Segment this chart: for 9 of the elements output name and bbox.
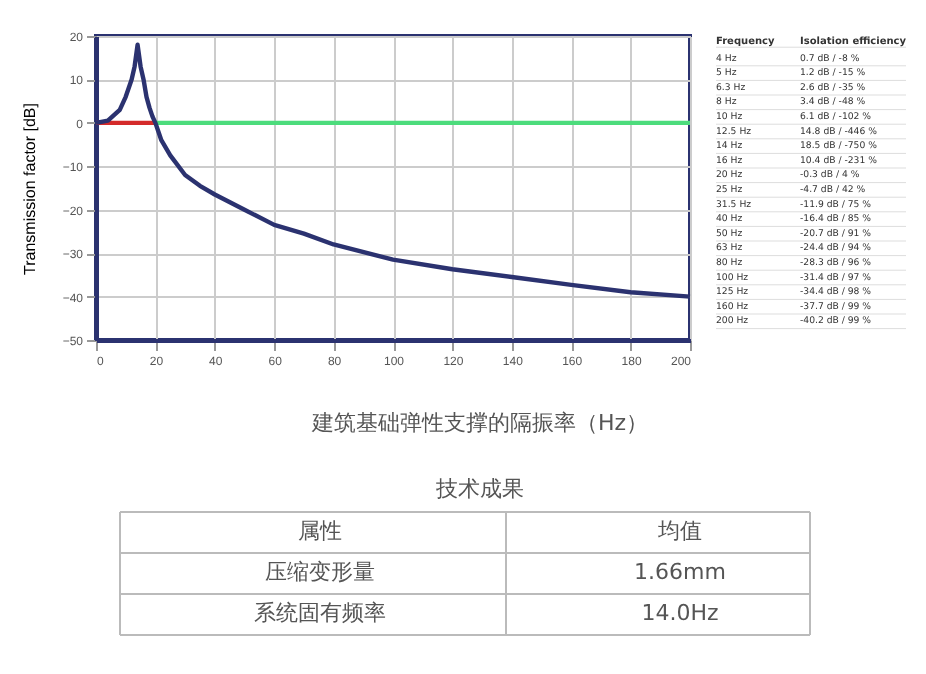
text: 技术成果 [434, 476, 524, 502]
y-axis-title: Transmission factor [dB] [20, 103, 39, 275]
text: 建筑基础弹性支撑的隔振率（Hz） [309, 410, 649, 436]
text: 系统固有频率 [254, 600, 386, 626]
text: 均值 [656, 518, 702, 544]
text: 属性 [298, 518, 342, 544]
text: 14.0Hz [641, 600, 719, 626]
text: 压缩变形量 [265, 559, 375, 585]
text: 1.66mm [634, 559, 726, 585]
